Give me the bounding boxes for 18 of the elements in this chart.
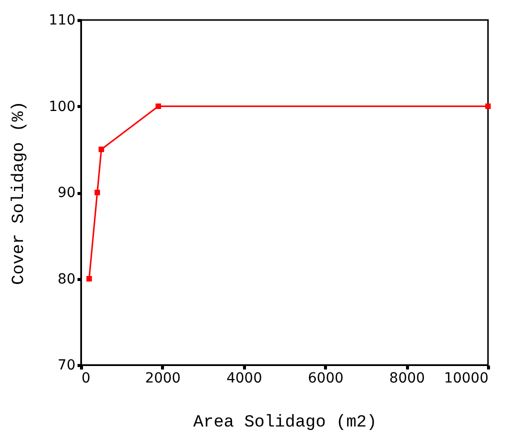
y-tick-label: 70 [58, 358, 76, 374]
x-tick-label: 10000 [444, 370, 488, 386]
x-tick-label: 8000 [389, 370, 425, 386]
x-tick-label: 4000 [226, 370, 262, 386]
x-tick-label: 6000 [308, 370, 344, 386]
point [98, 146, 104, 152]
point [485, 104, 491, 109]
point [156, 104, 162, 109]
point [86, 276, 92, 282]
point [94, 190, 100, 196]
y-axis-title: Cover Solidago (%) [10, 101, 29, 285]
x-tick-label: 2000 [145, 370, 181, 386]
y-tick-label: 100 [48, 98, 76, 115]
x-axis-title: Area Solidago (m2) [193, 414, 377, 432]
y-tick-label: 110 [48, 12, 76, 28]
y-tick-label: 80 [58, 271, 76, 288]
y-tick-label: 90 [58, 185, 76, 201]
x-tick-label: 0 [82, 370, 90, 386]
